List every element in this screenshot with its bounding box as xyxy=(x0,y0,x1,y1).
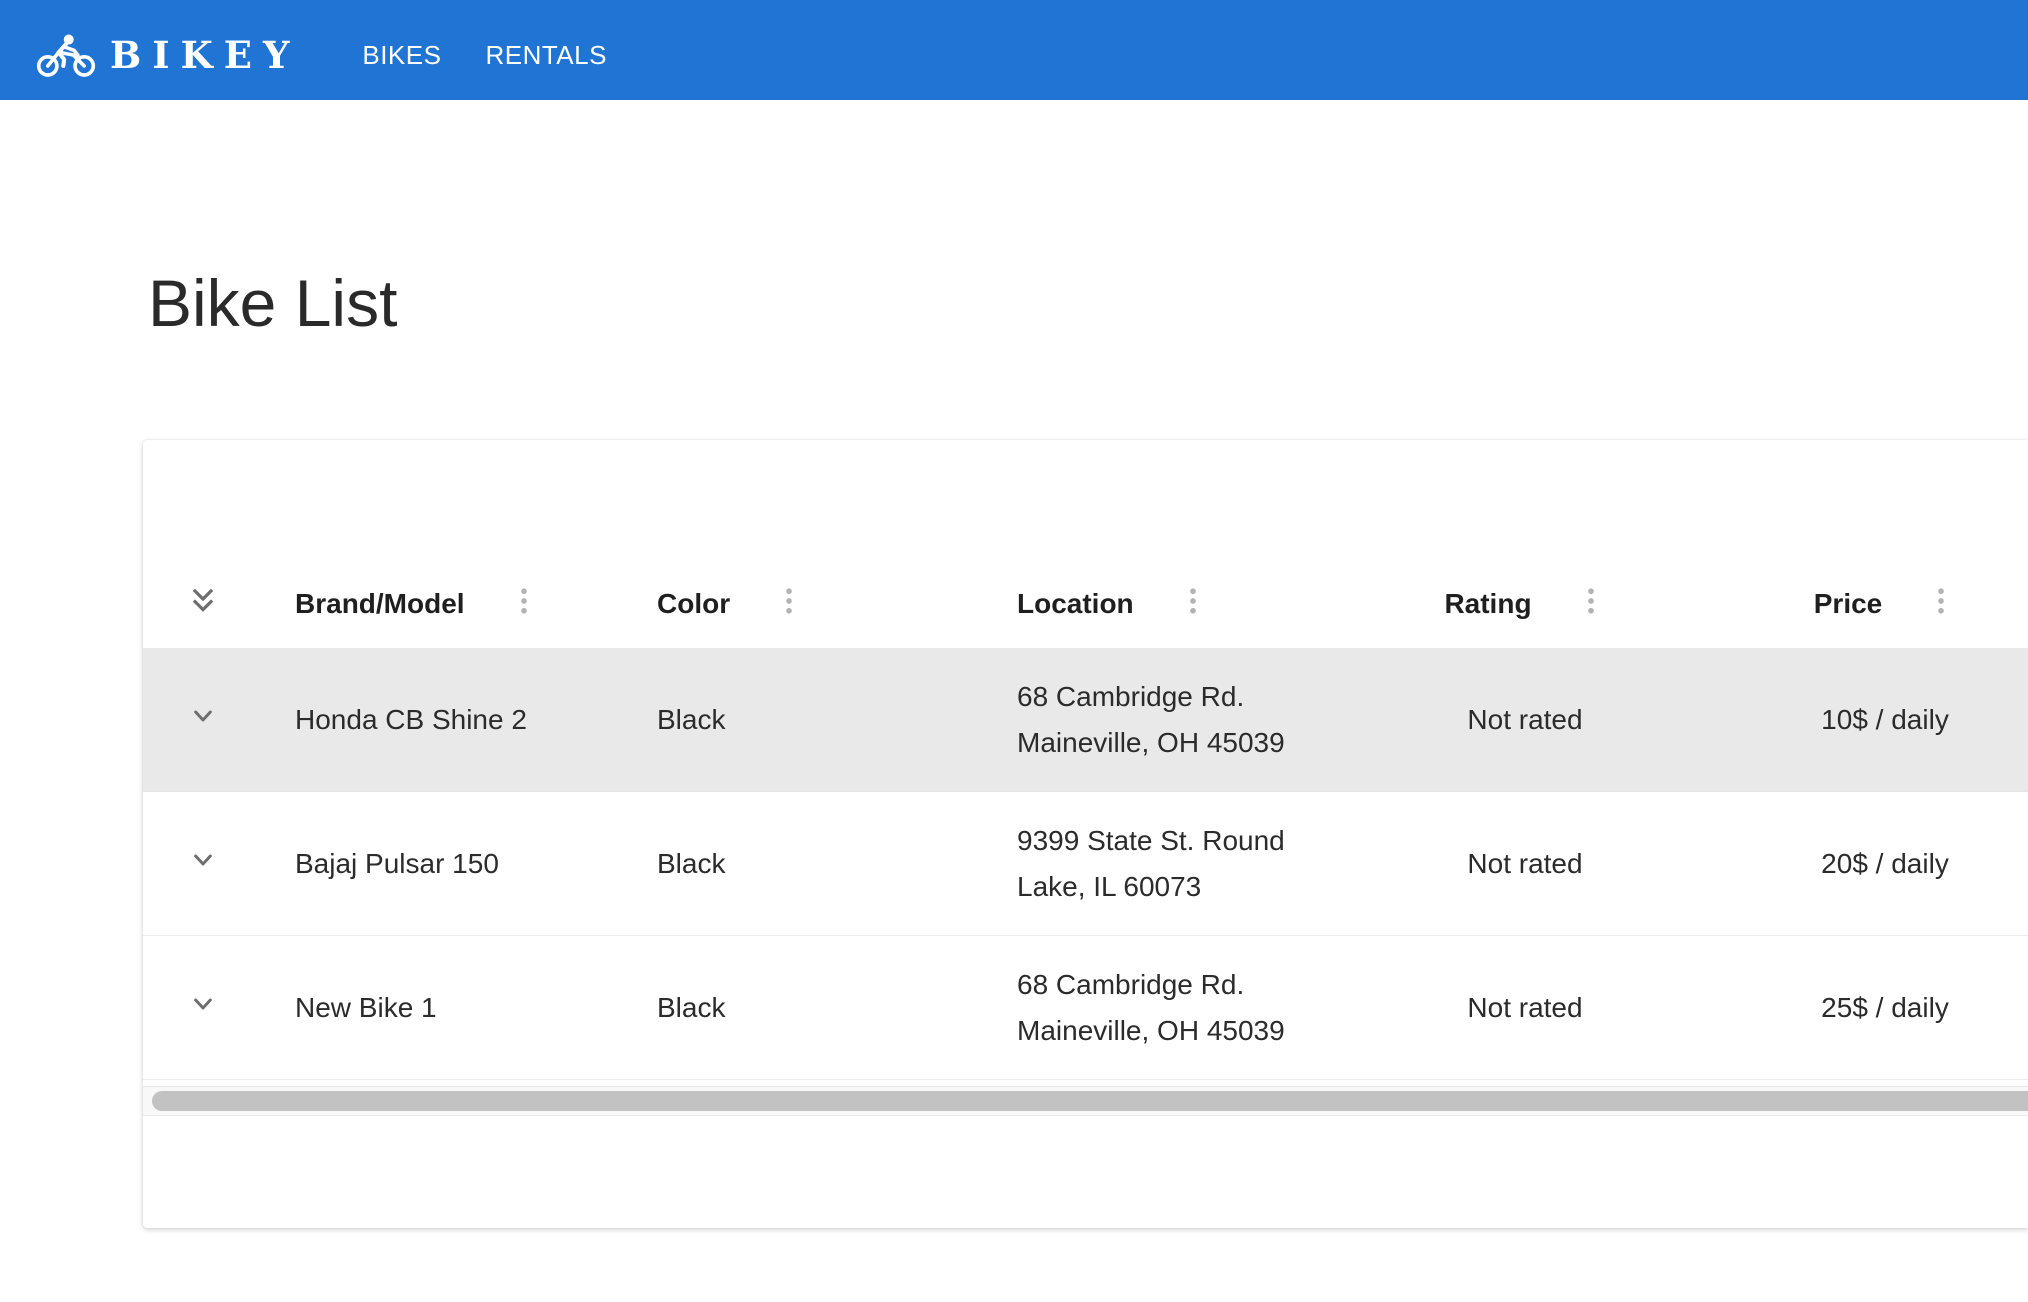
cell-location: 68 Cambridge Rd. Maineville, OH 45039 xyxy=(1017,968,1285,1046)
double-chevron-down-icon xyxy=(187,585,219,624)
grid-footer xyxy=(143,1116,2028,1228)
column-header-color[interactable]: Color xyxy=(625,582,985,626)
cell-location: 68 Cambridge Rd. Maineville, OH 45039 xyxy=(1017,680,1285,758)
column-menu-button[interactable] xyxy=(1178,582,1208,626)
grid-viewport: Brand/Model Color xyxy=(143,440,2028,1080)
vertical-dots-icon xyxy=(1578,584,1604,625)
brand-name: BIKEY xyxy=(110,32,301,77)
row-expand-button[interactable] xyxy=(179,696,227,744)
column-label: Color xyxy=(657,588,731,619)
row-expand-button[interactable] xyxy=(179,840,227,888)
table-row[interactable]: Honda CB Shine 2 Black 68 Cambridge Rd. … xyxy=(143,648,2028,792)
column-header-price[interactable]: Price xyxy=(1655,582,2028,626)
cell-brand-model: New Bike 1 xyxy=(295,991,437,1023)
cell-brand-model: Bajaj Pulsar 150 xyxy=(295,847,499,879)
cell-rating: Not rated xyxy=(1467,991,1583,1023)
cell-color: Black xyxy=(657,847,726,879)
cell-color: Black xyxy=(657,991,726,1023)
chevron-down-icon xyxy=(187,844,219,883)
brand-logo[interactable]: BIKEY xyxy=(36,31,300,79)
column-menu-button[interactable] xyxy=(1926,582,1956,626)
cell-brand-model: Honda CB Shine 2 xyxy=(295,703,527,735)
horizontal-scrollbar-thumb[interactable] xyxy=(152,1091,2028,1111)
cell-location: 9399 State St. Round Lake, IL 60073 xyxy=(1017,824,1285,902)
nav-item-rentals[interactable]: RENTALS xyxy=(485,39,607,70)
vertical-dots-icon xyxy=(776,584,802,625)
cell-color: Black xyxy=(657,703,726,735)
bike-list-card: Brand/Model Color xyxy=(143,440,2028,1228)
nav-item-bikes[interactable]: BIKES xyxy=(362,39,442,70)
column-label: Rating xyxy=(1444,588,1532,619)
horizontal-scrollbar-track[interactable] xyxy=(143,1086,2028,1116)
cell-rating: Not rated xyxy=(1467,703,1583,735)
column-menu-button[interactable] xyxy=(1576,582,1606,626)
column-label: Price xyxy=(1813,588,1883,619)
table-row[interactable]: Bajaj Pulsar 150 Black 9399 State St. Ro… xyxy=(143,792,2028,936)
cell-rating: Not rated xyxy=(1467,847,1583,879)
row-expander-cell xyxy=(143,840,263,888)
main-nav: BIKES RENTALS xyxy=(362,40,607,71)
column-label: Brand/Model xyxy=(295,588,465,619)
collapse-all-button[interactable] xyxy=(179,580,227,628)
column-label: Location xyxy=(1017,588,1134,619)
row-expander-cell xyxy=(143,696,263,744)
bike-table: Brand/Model Color xyxy=(143,560,2028,1080)
column-menu-button[interactable] xyxy=(774,582,804,626)
page-title: Bike List xyxy=(148,266,398,341)
cell-price: 25$ / daily xyxy=(1821,991,1949,1023)
table-header-row: Brand/Model Color xyxy=(143,560,2028,648)
column-header-rating[interactable]: Rating xyxy=(1395,582,1655,626)
chevron-down-icon xyxy=(187,988,219,1027)
app-bar: BIKEY BIKES RENTALS xyxy=(0,0,2028,100)
cyclist-icon xyxy=(36,31,96,79)
row-expand-button[interactable] xyxy=(179,984,227,1032)
chevron-down-icon xyxy=(187,700,219,739)
header-expander-cell xyxy=(143,580,263,628)
column-menu-button[interactable] xyxy=(509,582,539,626)
column-header-brand-model[interactable]: Brand/Model xyxy=(263,582,625,626)
vertical-dots-icon xyxy=(1180,584,1206,625)
table-row[interactable]: New Bike 1 Black 68 Cambridge Rd. Mainev… xyxy=(143,936,2028,1080)
cell-price: 20$ / daily xyxy=(1821,847,1949,879)
vertical-dots-icon xyxy=(1928,584,1954,625)
column-header-location[interactable]: Location xyxy=(985,582,1395,626)
vertical-dots-icon xyxy=(511,584,537,625)
cell-price: 10$ / daily xyxy=(1821,703,1949,735)
row-expander-cell xyxy=(143,984,263,1032)
